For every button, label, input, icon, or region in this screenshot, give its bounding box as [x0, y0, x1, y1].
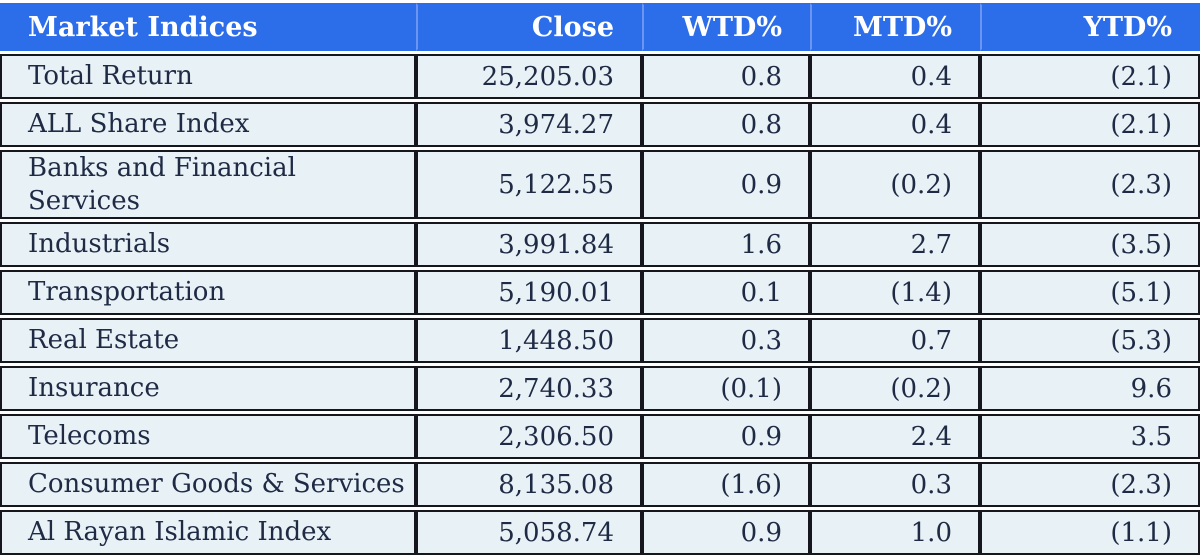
mtd-cell: 2.4 [810, 414, 980, 459]
table-row: Real Estate 1,448.50 0.3 0.7 (5.3) [0, 318, 1200, 363]
table-row: Banks and Financial Services 5,122.55 0.… [0, 150, 1200, 219]
mtd-cell: (0.2) [810, 366, 980, 411]
ytd-cell: 9.6 [980, 366, 1200, 411]
table-body: Total Return 25,205.03 0.8 0.4 (2.1) ALL… [0, 54, 1200, 555]
table-row: Industrials 3,991.84 1.6 2.7 (3.5) [0, 222, 1200, 267]
close-cell: 2,740.33 [416, 366, 642, 411]
mtd-cell: 0.7 [810, 318, 980, 363]
header-market-indices: Market Indices [0, 3, 416, 51]
wtd-cell: 0.3 [642, 318, 810, 363]
index-name-cell: ALL Share Index [0, 102, 416, 147]
close-cell: 3,991.84 [416, 222, 642, 267]
index-name-cell: Consumer Goods & Services [0, 462, 416, 507]
mtd-cell: 1.0 [810, 510, 980, 555]
table-row: Total Return 25,205.03 0.8 0.4 (2.1) [0, 54, 1200, 99]
table-row: Telecoms 2,306.50 0.9 2.4 3.5 [0, 414, 1200, 459]
wtd-cell: 0.9 [642, 510, 810, 555]
header-close: Close [416, 3, 642, 51]
table-header: Market Indices Close WTD% MTD% YTD% [0, 3, 1200, 51]
wtd-cell: (0.1) [642, 366, 810, 411]
table-row: Transportation 5,190.01 0.1 (1.4) (5.1) [0, 270, 1200, 315]
mtd-cell: (0.2) [810, 150, 980, 219]
index-name-cell: Telecoms [0, 414, 416, 459]
index-name-cell: Industrials [0, 222, 416, 267]
close-cell: 5,122.55 [416, 150, 642, 219]
index-name-cell: Banks and Financial Services [0, 150, 416, 219]
ytd-cell: (2.1) [980, 54, 1200, 99]
wtd-cell: 0.9 [642, 414, 810, 459]
close-cell: 25,205.03 [416, 54, 642, 99]
ytd-cell: (2.3) [980, 150, 1200, 219]
ytd-cell: (5.3) [980, 318, 1200, 363]
mtd-cell: 0.4 [810, 102, 980, 147]
header-mtd: MTD% [810, 3, 980, 51]
mtd-cell: 2.7 [810, 222, 980, 267]
mtd-cell: 0.3 [810, 462, 980, 507]
index-name-cell: Al Rayan Islamic Index [0, 510, 416, 555]
table-row: Consumer Goods & Services 8,135.08 (1.6)… [0, 462, 1200, 507]
header-row: Market Indices Close WTD% MTD% YTD% [0, 3, 1200, 51]
close-cell: 2,306.50 [416, 414, 642, 459]
close-cell: 5,058.74 [416, 510, 642, 555]
ytd-cell: (1.1) [980, 510, 1200, 555]
wtd-cell: (1.6) [642, 462, 810, 507]
ytd-cell: (3.5) [980, 222, 1200, 267]
wtd-cell: 0.8 [642, 102, 810, 147]
close-cell: 5,190.01 [416, 270, 642, 315]
index-name-cell: Real Estate [0, 318, 416, 363]
wtd-cell: 0.8 [642, 54, 810, 99]
mtd-cell: (1.4) [810, 270, 980, 315]
header-wtd: WTD% [642, 3, 810, 51]
index-name-cell: Total Return [0, 54, 416, 99]
table-row: ALL Share Index 3,974.27 0.8 0.4 (2.1) [0, 102, 1200, 147]
close-cell: 1,448.50 [416, 318, 642, 363]
table-row: Al Rayan Islamic Index 5,058.74 0.9 1.0 … [0, 510, 1200, 555]
header-ytd: YTD% [980, 3, 1200, 51]
index-name-cell: Insurance [0, 366, 416, 411]
ytd-cell: (2.1) [980, 102, 1200, 147]
wtd-cell: 0.9 [642, 150, 810, 219]
ytd-cell: 3.5 [980, 414, 1200, 459]
wtd-cell: 1.6 [642, 222, 810, 267]
ytd-cell: (2.3) [980, 462, 1200, 507]
close-cell: 3,974.27 [416, 102, 642, 147]
table-row: Insurance 2,740.33 (0.1) (0.2) 9.6 [0, 366, 1200, 411]
index-name-cell: Transportation [0, 270, 416, 315]
wtd-cell: 0.1 [642, 270, 810, 315]
ytd-cell: (5.1) [980, 270, 1200, 315]
mtd-cell: 0.4 [810, 54, 980, 99]
close-cell: 8,135.08 [416, 462, 642, 507]
